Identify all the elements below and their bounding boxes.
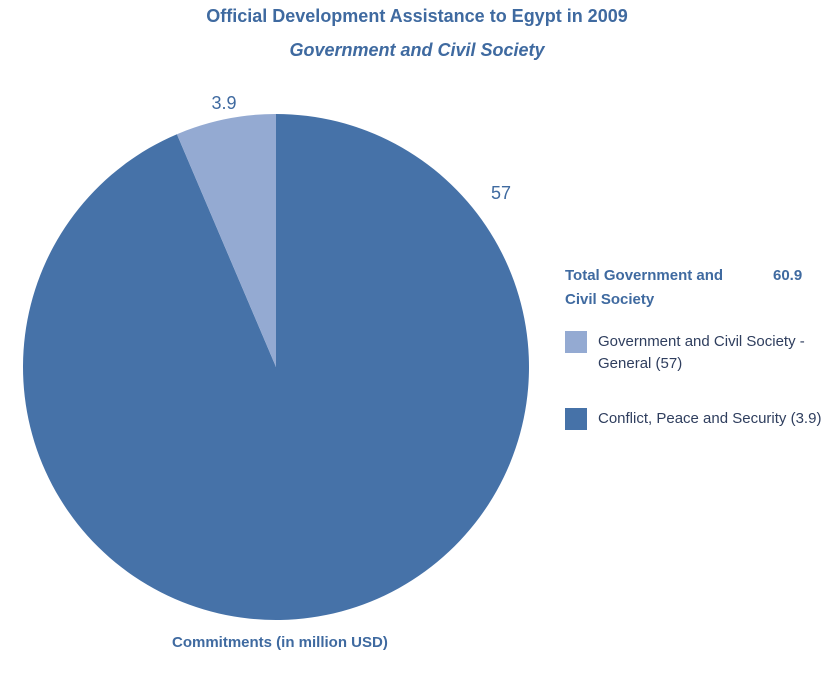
legend-swatch-general bbox=[565, 331, 587, 353]
chart-subtitle: Government and Civil Society bbox=[289, 40, 545, 60]
legend-text-conflict: Conflict, Peace and Security (3.9) bbox=[598, 410, 822, 427]
pie-slice-0 bbox=[23, 114, 530, 620]
legend-swatch-conflict bbox=[565, 408, 587, 430]
chart-title: Official Development Assistance to Egypt… bbox=[206, 6, 628, 26]
pie-slice-1 bbox=[176, 114, 276, 367]
x-axis-label: Commitments (in million USD) bbox=[172, 634, 388, 651]
slice-value-label-0: 57 bbox=[491, 183, 511, 203]
slice-value-label-1: 3.9 bbox=[211, 93, 236, 113]
legend-total-value: 60.9 bbox=[773, 267, 803, 284]
legend-text-general: Government and Civil Society - General (… bbox=[598, 333, 805, 372]
legend-total-label: Total Government and Civil Society bbox=[565, 267, 724, 308]
